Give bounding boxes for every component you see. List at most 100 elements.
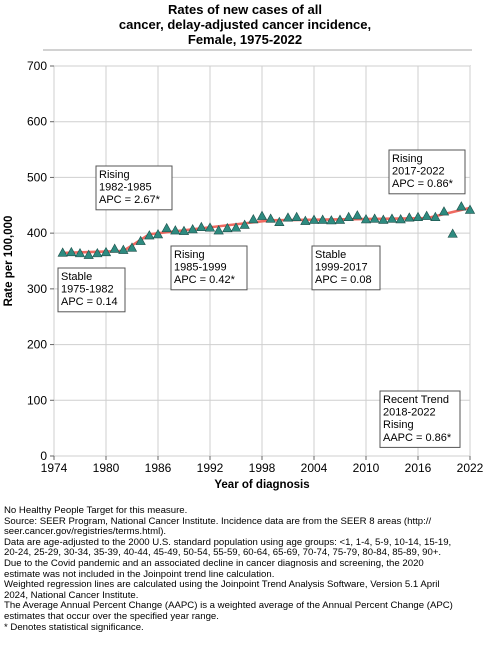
footnote-line: 20-24, 25-29, 30-34, 35-39, 40-44, 45-49… bbox=[4, 547, 442, 559]
y-tick-label: 600 bbox=[27, 115, 47, 129]
y-tick-label: 100 bbox=[27, 393, 47, 407]
annotation-text: APC = 0.42* bbox=[174, 274, 236, 286]
data-point bbox=[57, 247, 68, 257]
y-tick-label: 200 bbox=[27, 338, 47, 352]
x-axis: 1974 1980 1986 1992 1998 2004 2010 2016 2022 bbox=[41, 456, 484, 475]
data-point bbox=[326, 215, 337, 225]
footnote-line: Weighted regression lines are calculated… bbox=[4, 579, 440, 591]
data-point bbox=[74, 247, 86, 258]
data-point bbox=[239, 219, 250, 229]
data-point bbox=[230, 222, 242, 232]
data-point bbox=[248, 213, 259, 224]
chart-title-line: cancer, delay-adjusted cancer incidence, bbox=[119, 17, 371, 32]
data-point bbox=[308, 214, 320, 224]
data-point bbox=[152, 229, 164, 239]
footnote-line: The Average Annual Percent Change (AAPC)… bbox=[4, 600, 453, 612]
y-axis-label: Rate per 100,000 bbox=[3, 216, 15, 307]
data-point bbox=[178, 225, 190, 235]
footnote-line: estimate was not included in the Joinpoi… bbox=[4, 568, 275, 580]
y-axis: 0 100 200 300 400 500 600 700 bbox=[27, 59, 54, 463]
data-point bbox=[187, 224, 198, 234]
annotation-text: 1975-1982 bbox=[61, 284, 114, 296]
footnote-line: estimates that occur over the specified … bbox=[4, 610, 219, 622]
y-tick-label: 0 bbox=[40, 449, 47, 463]
data-point bbox=[135, 235, 146, 245]
data-point bbox=[438, 206, 450, 216]
data-point bbox=[447, 228, 458, 238]
data-point bbox=[430, 211, 441, 221]
data-point bbox=[92, 247, 103, 258]
data-point bbox=[360, 213, 372, 224]
annotation-frame bbox=[379, 390, 461, 448]
annotation-text: Recent Trend bbox=[383, 394, 449, 406]
x-tick-label: 2010 bbox=[353, 461, 380, 475]
y-tick-label: 300 bbox=[27, 282, 47, 296]
annotation-frame bbox=[95, 165, 173, 211]
annotation-text: Stable bbox=[61, 271, 92, 283]
footnote-line: Data are age-adjusted to the 2000 U.S. s… bbox=[4, 536, 452, 548]
data-point bbox=[369, 213, 380, 223]
annotation-frame bbox=[388, 149, 466, 195]
annotation-text: APC = 0.86* bbox=[392, 178, 454, 190]
data-point bbox=[265, 213, 276, 223]
footnote-line: No Healthy People Target for this measur… bbox=[4, 505, 188, 516]
data-point bbox=[412, 211, 424, 221]
trend-segment bbox=[122, 232, 151, 253]
data-point bbox=[404, 212, 415, 222]
footnote-line: * Denotes statistical significance. bbox=[4, 621, 144, 633]
y-tick-label: 500 bbox=[27, 170, 47, 184]
footnote-line: Source: SEER Program, National Cancer In… bbox=[4, 515, 432, 527]
x-tick-label: 1980 bbox=[93, 461, 120, 475]
annotation-text: 1999-2017 bbox=[315, 262, 368, 274]
annotation-text: 2017-2022 bbox=[392, 166, 445, 178]
data-point bbox=[291, 211, 302, 221]
annotation-text: Rising bbox=[99, 169, 130, 181]
annotation-text: Rising bbox=[392, 153, 423, 165]
footnote-line: seer.cancer.gov/registries/terms.html). bbox=[4, 526, 167, 538]
footnote-line: Due to the Covid pandemic and an associa… bbox=[4, 557, 424, 569]
data-point bbox=[456, 201, 467, 211]
annotation-text: Stable bbox=[315, 249, 346, 261]
footnotes: No Healthy People Target for this measur… bbox=[4, 505, 488, 633]
annotation-text: Rising bbox=[383, 419, 414, 431]
data-point bbox=[100, 246, 112, 257]
annotation-frame bbox=[170, 245, 248, 291]
data-point bbox=[334, 214, 346, 224]
data-point bbox=[343, 211, 354, 221]
data-point bbox=[222, 222, 233, 233]
annotation-frame bbox=[311, 245, 381, 291]
data-point bbox=[352, 210, 363, 220]
data-point bbox=[66, 246, 77, 257]
chart-title-line: Rates of new cases of all bbox=[168, 2, 322, 17]
annotation-frame bbox=[57, 267, 126, 313]
data-point bbox=[161, 222, 172, 233]
data-point bbox=[109, 243, 120, 253]
chart-title-line: Female, 1975-2022 bbox=[188, 32, 302, 47]
data-point bbox=[464, 204, 476, 214]
footnote-line: 2024, National Cancer Institute. bbox=[4, 589, 139, 601]
annotation-text: 1982-1985 bbox=[99, 182, 152, 194]
data-point bbox=[386, 213, 398, 223]
annotation-text: APC = 0.14 bbox=[61, 296, 118, 308]
x-axis-label: Year of diagnosis bbox=[214, 479, 309, 491]
data-point bbox=[83, 249, 94, 259]
annotation-text: APC = 0.08 bbox=[315, 274, 372, 286]
data-point bbox=[378, 214, 389, 224]
y-tick-label: 400 bbox=[27, 226, 47, 240]
data-point bbox=[395, 213, 406, 224]
data-point bbox=[300, 215, 311, 225]
annotation-text: APC = 2.67* bbox=[99, 194, 161, 206]
x-tick-label: 2022 bbox=[457, 461, 484, 475]
data-point bbox=[274, 216, 285, 226]
annotation-text: 2018-2022 bbox=[383, 407, 436, 419]
data-point bbox=[144, 230, 155, 240]
data-point bbox=[317, 214, 328, 224]
data-point bbox=[421, 210, 432, 220]
data-points bbox=[57, 201, 476, 259]
y-tick-label: 700 bbox=[27, 59, 47, 73]
